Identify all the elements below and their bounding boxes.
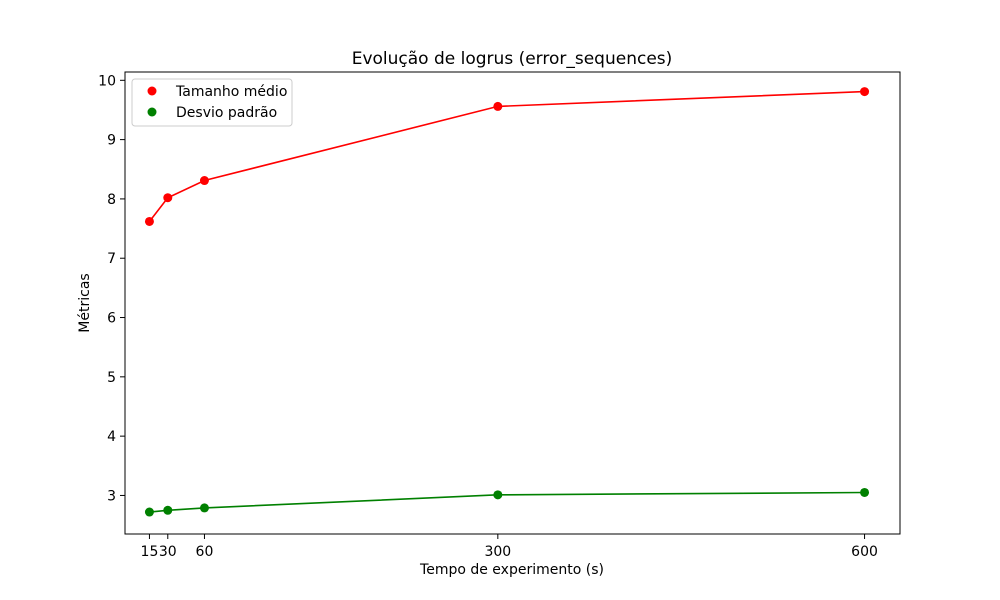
data-point-desvio-padrao <box>163 505 173 515</box>
plot-frame <box>124 71 901 535</box>
data-point-desvio-padrao <box>199 503 209 513</box>
x-axis: 15 30 60 300 600 <box>141 534 878 560</box>
legend: Tamanho médio Desvio padrão <box>131 78 293 127</box>
series-line-desvio-padrao <box>149 491 865 513</box>
plot-area <box>144 87 870 517</box>
y-tick-label: 3 <box>107 488 116 504</box>
y-tick-label: 10 <box>98 73 116 89</box>
y-tick-label: 5 <box>107 370 116 386</box>
data-point-tamanho-medio <box>163 193 173 203</box>
y-tick-label: 7 <box>107 251 116 267</box>
data-point-tamanho-medio <box>860 87 870 97</box>
data-point-tamanho-medio <box>199 176 209 186</box>
legend-marker-desvio-padrao <box>147 107 157 117</box>
legend-label-tamanho-medio: Tamanho médio <box>175 84 287 100</box>
data-point-desvio-padrao <box>860 487 870 497</box>
y-axis-label: Métricas <box>77 273 93 332</box>
y-tick-label: 4 <box>107 429 116 445</box>
chart-title: Evolução de logrus (error_sequences) <box>352 49 673 69</box>
legend-box <box>131 78 293 127</box>
legend-marker-tamanho-medio <box>147 86 157 96</box>
data-point-tamanho-medio <box>144 216 154 226</box>
y-tick-label: 8 <box>107 192 116 208</box>
x-tick-label: 30 <box>159 544 177 560</box>
x-tick-label: 300 <box>484 544 511 560</box>
data-point-desvio-padrao <box>493 490 503 500</box>
data-point-tamanho-medio <box>493 101 503 111</box>
y-axis: 3 4 5 6 7 8 9 10 <box>98 73 125 504</box>
y-tick-label: 6 <box>107 311 116 327</box>
x-tick-label: 60 <box>196 544 214 560</box>
x-tick-label: 15 <box>141 544 159 560</box>
x-tick-label: 600 <box>851 544 878 560</box>
legend-label-desvio-padrao: Desvio padrão <box>176 105 277 121</box>
x-axis-label: Tempo de experimento (s) <box>419 562 604 578</box>
y-tick-label: 9 <box>107 133 116 149</box>
data-point-desvio-padrao <box>144 507 154 517</box>
